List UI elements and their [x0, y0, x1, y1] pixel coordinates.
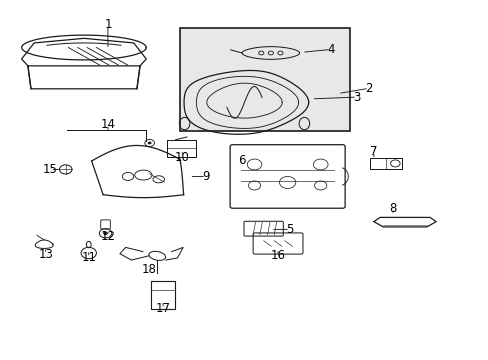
Text: 9: 9	[202, 170, 209, 183]
Text: 6: 6	[238, 154, 245, 167]
Text: 12: 12	[100, 230, 115, 243]
Text: 1: 1	[104, 18, 111, 31]
Text: 16: 16	[270, 249, 285, 262]
Text: 7: 7	[369, 145, 377, 158]
Text: 11: 11	[81, 251, 96, 264]
Circle shape	[103, 232, 107, 235]
Text: 3: 3	[353, 91, 360, 104]
Text: 13: 13	[38, 248, 53, 261]
Text: 17: 17	[155, 302, 170, 315]
Text: 14: 14	[100, 118, 115, 131]
Text: 5: 5	[286, 223, 293, 236]
Text: 8: 8	[388, 202, 396, 215]
Circle shape	[147, 141, 151, 144]
Bar	[166, 140, 195, 157]
Bar	[369, 158, 401, 169]
Text: 4: 4	[326, 43, 334, 56]
Text: 2: 2	[365, 82, 372, 95]
Text: 18: 18	[141, 264, 156, 276]
Text: 10: 10	[174, 150, 189, 163]
Bar	[151, 280, 175, 309]
Bar	[180, 28, 349, 131]
Text: 15: 15	[43, 163, 58, 176]
